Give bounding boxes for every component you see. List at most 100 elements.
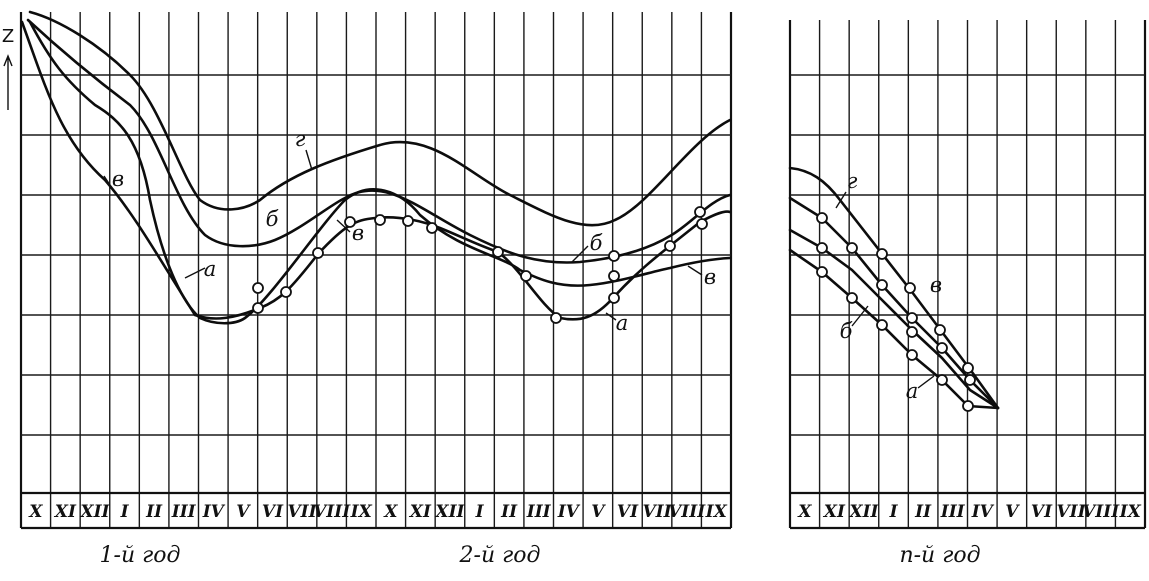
observation-point: [906, 349, 918, 361]
month-label: III: [171, 502, 197, 522]
curve-label-v: в: [704, 265, 716, 289]
month-label: I: [120, 502, 130, 522]
observation-point: [520, 270, 532, 282]
curve-label-b: б: [266, 207, 279, 231]
observation-point: [694, 206, 706, 218]
curve-label-b: б: [590, 231, 603, 255]
observation-point: [906, 326, 918, 338]
month-label: IV: [202, 502, 226, 522]
leader-line: [305, 149, 313, 171]
month-label: VIII: [313, 502, 351, 522]
main-panel-grid: [19, 12, 733, 530]
month-label: I: [889, 502, 899, 522]
month-label: X: [383, 502, 398, 522]
nth-curve-a: [788, 248, 1000, 410]
curve-label-a: а: [616, 311, 629, 335]
month-label: VIII: [668, 502, 706, 522]
leader-line: [336, 219, 351, 233]
month-label: IX: [705, 502, 728, 522]
month-label: X: [797, 502, 812, 522]
curve-label-a: а: [906, 379, 919, 403]
observation-point: [936, 342, 948, 354]
observation-point: [608, 292, 620, 304]
observation-point: [492, 246, 504, 258]
curve-v: [28, 20, 732, 325]
month-label: II: [914, 502, 932, 522]
month-label: V: [1005, 502, 1020, 522]
curve-label-g: г: [295, 127, 306, 151]
observation-point: [904, 282, 916, 294]
leader-line: [835, 191, 847, 209]
observation-point: [876, 279, 888, 291]
month-label: VIII: [1082, 502, 1120, 522]
year-captions: 1-й год 2-й год n-й год: [100, 543, 981, 568]
month-label: VII: [642, 502, 672, 522]
observation-point: [252, 302, 264, 314]
observation-point: [374, 214, 386, 226]
month-label: IX: [1119, 502, 1142, 522]
observation-point: [846, 292, 858, 304]
curve-labels-main: г б в а в б в а: [103, 127, 716, 335]
leader-line: [917, 375, 935, 389]
observation-point: [426, 222, 438, 234]
leader-line: [184, 267, 206, 279]
z-axis-indicator: Z: [2, 26, 14, 110]
nth-curve-v: [788, 196, 1000, 410]
nth-curve-g: [788, 166, 1000, 410]
curve-label-v: в: [112, 167, 124, 191]
observation-point: [280, 286, 292, 298]
month-label: XI: [409, 502, 432, 522]
month-label: XI: [823, 502, 846, 522]
leader-line: [687, 265, 703, 276]
observation-point: [696, 218, 708, 230]
month-label: III: [526, 502, 552, 522]
observation-point: [664, 240, 676, 252]
nth-year-panel-grid: [788, 20, 1147, 530]
nth-year-curves: [788, 166, 1000, 410]
year-label-n: n-й год: [899, 543, 980, 568]
leader-line: [851, 305, 869, 327]
month-label: VI: [1031, 502, 1053, 522]
z-axis-label: Z: [2, 26, 14, 47]
nth-curve-b: [788, 228, 1000, 410]
nth-year-markers: [816, 212, 976, 412]
up-arrow-icon: [3, 54, 13, 110]
observation-point: [876, 248, 888, 260]
month-label: II: [500, 502, 518, 522]
observation-point: [964, 374, 976, 386]
observation-point: [936, 374, 948, 386]
curve-labels-nth: г в б а: [835, 169, 942, 403]
curve-label-v: в: [930, 273, 942, 297]
leader-line: [605, 312, 617, 321]
curve-b: [26, 18, 732, 264]
observation-point: [876, 319, 888, 331]
observation-point: [608, 250, 620, 262]
curve-label-a: а: [204, 257, 217, 281]
observation-point: [252, 282, 264, 294]
month-label: V: [591, 502, 606, 522]
month-label: XII: [79, 502, 110, 522]
month-label: XII: [848, 502, 879, 522]
month-label: VII: [1056, 502, 1086, 522]
observation-point: [846, 242, 858, 254]
observation-point: [312, 247, 324, 259]
observation-point: [816, 266, 828, 278]
observation-point: [934, 324, 946, 336]
observation-point: [962, 400, 974, 412]
month-label: I: [475, 502, 485, 522]
month-label: VI: [262, 502, 284, 522]
month-label: VII: [287, 502, 317, 522]
curve-label-g: г: [847, 169, 858, 193]
observation-point: [816, 242, 828, 254]
observation-point: [550, 312, 562, 324]
curve-g: [28, 10, 732, 227]
observation-point: [344, 216, 356, 228]
observation-point: [402, 215, 414, 227]
month-label: XI: [54, 502, 77, 522]
month-label: XII: [434, 502, 465, 522]
curve-label-v: в: [352, 221, 364, 245]
leader-line: [103, 175, 113, 189]
